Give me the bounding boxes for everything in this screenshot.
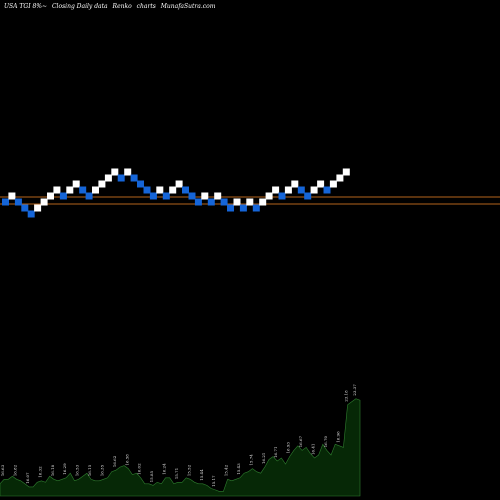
renko-brick-up bbox=[98, 180, 106, 188]
volume-area-path bbox=[0, 398, 361, 497]
renko-brick-up bbox=[329, 180, 337, 188]
volume-label: 16.15 bbox=[87, 464, 92, 476]
renko-brick-up bbox=[34, 204, 42, 212]
renko-brick-down bbox=[207, 198, 215, 206]
renko-bricks bbox=[2, 168, 350, 218]
renko-brick-up bbox=[317, 180, 325, 188]
renko-brick-up bbox=[92, 186, 99, 194]
volume-label: 16.58 bbox=[124, 454, 129, 466]
renko-brick-up bbox=[169, 186, 177, 194]
renko-brick-down bbox=[278, 192, 286, 200]
renko-brick-up bbox=[284, 186, 292, 194]
renko-brick-down bbox=[14, 198, 22, 206]
renko-brick-down bbox=[130, 174, 138, 182]
renko-brick-down bbox=[162, 192, 170, 200]
volume-label: 15.44 bbox=[199, 469, 204, 481]
renko-brick-up bbox=[233, 198, 241, 206]
volume-area bbox=[0, 398, 361, 497]
volume-label: 16.63 bbox=[0, 464, 5, 476]
chart-header: USA TGI 8%~ Closing Daily data Renko cha… bbox=[4, 3, 218, 10]
volume-labels: 16.63 16.82 16.07 16.32 16.18 16.29 16.53 16.15… bbox=[0, 384, 357, 487]
renko-brick-up bbox=[272, 186, 280, 194]
volume-label: 16.67 bbox=[298, 435, 303, 447]
renko-brick-up bbox=[246, 198, 254, 206]
renko-brick-up bbox=[72, 180, 80, 188]
renko-brick-down bbox=[21, 204, 29, 212]
renko-brick-up bbox=[40, 198, 48, 206]
renko-brick-up bbox=[265, 192, 273, 200]
volume-label: 15.42 bbox=[224, 464, 229, 476]
volume-label: 16.41 bbox=[311, 444, 316, 455]
volume-label: 16.35 bbox=[99, 464, 104, 476]
volume-label: 16.32 bbox=[37, 466, 42, 478]
volume-label: 16.96 bbox=[335, 431, 340, 443]
charts-suffix-label: charts bbox=[136, 3, 156, 10]
renko-brick-down bbox=[79, 186, 87, 194]
renko-brick-up bbox=[342, 168, 350, 176]
renko-brick-up bbox=[8, 192, 16, 200]
volume-label: 16.62 bbox=[112, 455, 117, 467]
renko-brick-up bbox=[310, 186, 318, 194]
renko-brick-down bbox=[297, 186, 305, 194]
renko-brick-down bbox=[59, 192, 67, 200]
renko-brick-down bbox=[27, 210, 35, 218]
renko-brick-up bbox=[124, 168, 132, 176]
renko-brick-up bbox=[66, 186, 74, 194]
volume-label: 15.71 bbox=[174, 468, 179, 479]
volume-label: 16.24 bbox=[162, 463, 167, 475]
renko-brick-up bbox=[291, 180, 299, 188]
volume-label: 23.37 bbox=[352, 384, 357, 396]
renko-brick-up bbox=[175, 180, 183, 188]
volume-label: 15.43 bbox=[236, 463, 241, 475]
renko-brick-down bbox=[239, 204, 247, 212]
volume-label: 23.18 bbox=[344, 390, 349, 402]
chart-style-label: Renko bbox=[112, 3, 132, 10]
renko-brick-down bbox=[149, 192, 157, 200]
volume-label: 16.02 bbox=[137, 463, 142, 475]
volume-label: 16.82 bbox=[13, 464, 18, 476]
volume-label: 16.93 bbox=[286, 442, 291, 454]
symbol-label: USA TGI 8%~ bbox=[4, 3, 48, 10]
volume-label: 16.29 bbox=[62, 463, 67, 475]
renko-brick-down bbox=[323, 186, 331, 194]
renko-brick-down bbox=[182, 186, 189, 194]
renko-brick-up bbox=[201, 192, 209, 200]
renko-brick-down bbox=[143, 186, 151, 194]
renko-brick-up bbox=[259, 198, 267, 206]
renko-brick-down bbox=[137, 180, 144, 188]
volume-label: 15.74 bbox=[248, 454, 253, 466]
renko-brick-down bbox=[252, 204, 260, 212]
volume-label: 16.07 bbox=[25, 472, 30, 484]
renko-brick-down bbox=[227, 204, 234, 212]
renko-brick-up bbox=[336, 174, 344, 182]
renko-brick-up bbox=[47, 192, 54, 200]
renko-brick-down bbox=[304, 192, 312, 200]
renko-brick-up bbox=[156, 186, 164, 194]
volume-label: 16.18 bbox=[50, 464, 55, 476]
renko-brick-down bbox=[220, 198, 228, 206]
renko-brick-down bbox=[85, 192, 93, 200]
volume-label: 15.17 bbox=[211, 475, 216, 487]
renko-brick-up bbox=[53, 186, 61, 194]
volume-label: 16.53 bbox=[75, 464, 80, 476]
volume-label: 15.85 bbox=[149, 470, 154, 482]
chart-kind-label: Closing Daily data bbox=[51, 3, 108, 10]
volume-label: 16.21 bbox=[261, 453, 266, 464]
renko-brick-down bbox=[194, 198, 202, 206]
volume-label: 16.70 bbox=[323, 435, 328, 447]
renko-brick-up bbox=[214, 192, 222, 200]
renko-brick-up bbox=[104, 174, 112, 182]
site-label: MunafaSutra.com bbox=[160, 3, 216, 10]
renko-brick-down bbox=[2, 198, 9, 206]
renko-brick-up bbox=[111, 168, 119, 176]
volume-label: 16.71 bbox=[273, 447, 278, 458]
renko-brick-down bbox=[188, 192, 196, 200]
volume-label: 15.52 bbox=[186, 464, 191, 476]
renko-brick-down bbox=[117, 174, 125, 182]
